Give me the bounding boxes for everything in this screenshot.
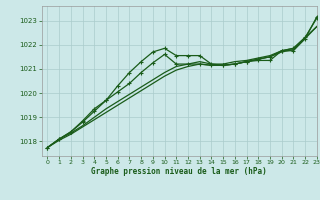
X-axis label: Graphe pression niveau de la mer (hPa): Graphe pression niveau de la mer (hPa) bbox=[91, 167, 267, 176]
